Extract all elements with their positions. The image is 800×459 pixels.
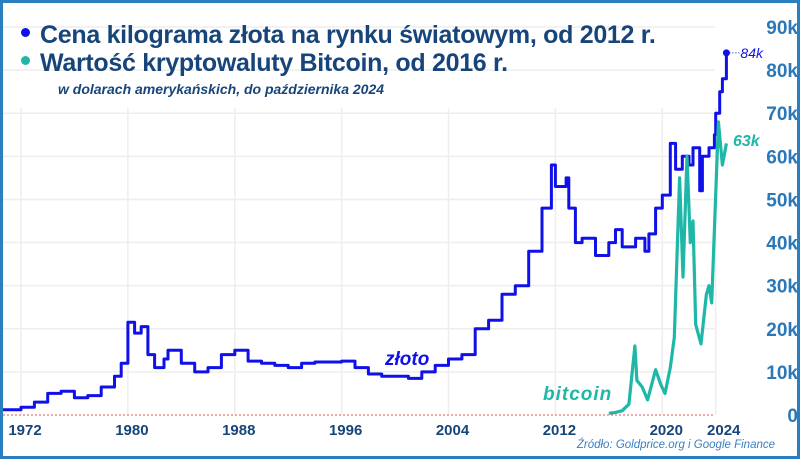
- series-line-gold: [3, 52, 728, 412]
- source-note: Źródło: Goldprice.org i Google Finance: [576, 439, 775, 451]
- y-tick-label: 70k: [766, 104, 798, 125]
- x-tick-label: 2004: [436, 422, 470, 439]
- gold-end-label: 84k: [740, 45, 764, 61]
- y-tick-label: 30k: [766, 277, 798, 298]
- y-tick-label: 0: [787, 406, 798, 427]
- gold-series-label: złoto: [384, 349, 429, 370]
- legend-item-gold: Cena kilograma złota na rynku światowym,…: [21, 21, 656, 50]
- x-tick-label: 1980: [115, 422, 148, 439]
- x-tick-label: 1996: [329, 422, 362, 439]
- legend-item-bitcoin: Wartość kryptowaluty Bitcoin, od 2016 r.: [21, 49, 508, 78]
- gold-legend-dot-icon: [21, 27, 30, 37]
- x-tick-label: 2024: [707, 422, 741, 439]
- series-line-bitcoin: [608, 120, 728, 415]
- y-tick-label: 40k: [766, 234, 798, 255]
- y-tick-label: 60k: [766, 147, 798, 168]
- y-tick-label: 50k: [766, 190, 798, 211]
- x-tick-label: 2012: [543, 422, 576, 439]
- legend-label-gold: Cena kilograma złota na rynku światowym,…: [40, 21, 656, 49]
- bitcoin-series-label: bitcoin: [543, 384, 612, 405]
- y-tick-label: 10k: [766, 363, 798, 384]
- x-tick-label: 2020: [650, 422, 683, 439]
- bitcoin-end-label: 63k: [733, 133, 761, 150]
- legend-label-bitcoin: Wartość kryptowaluty Bitcoin, od 2016 r.: [40, 49, 508, 77]
- x-tick-label: 1972: [8, 422, 41, 439]
- y-tick-label: 90k: [766, 18, 798, 39]
- line-chart: 0 10k 20k 30k 40k 50k 60k 70k 80k 90k 1972 1980 1988…: [3, 18, 798, 439]
- chart-subtitle: w dolarach amerykańskich, do październik…: [58, 81, 385, 97]
- y-tick-label: 80k: [766, 61, 798, 82]
- x-tick-label: 1988: [222, 422, 255, 439]
- y-tick-label: 20k: [766, 320, 798, 341]
- bitcoin-legend-dot-icon: [21, 55, 30, 65]
